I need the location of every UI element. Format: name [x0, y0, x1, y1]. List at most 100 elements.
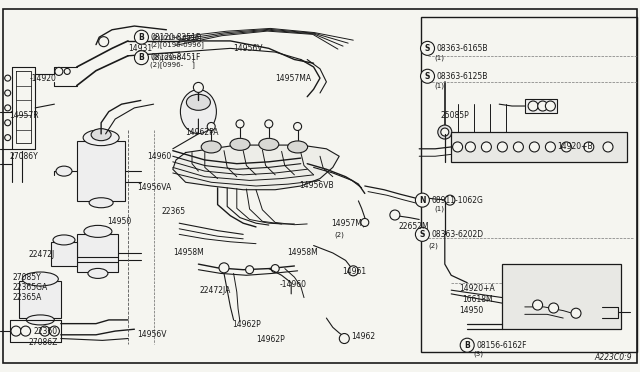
- Text: 14931: 14931: [128, 44, 152, 53]
- Ellipse shape: [83, 129, 119, 146]
- Text: 22652M: 22652M: [398, 222, 429, 231]
- Polygon shape: [173, 145, 339, 190]
- Text: 08120-8451F: 08120-8451F: [150, 53, 201, 62]
- Text: 16618M: 16618M: [462, 295, 493, 304]
- Circle shape: [4, 75, 11, 81]
- Text: 14956V: 14956V: [138, 330, 167, 339]
- Ellipse shape: [180, 90, 216, 134]
- Circle shape: [49, 326, 60, 336]
- Text: 14962P: 14962P: [232, 320, 261, 329]
- Text: 14958M: 14958M: [287, 248, 317, 257]
- Bar: [77, 141, 125, 201]
- Ellipse shape: [84, 225, 112, 237]
- Circle shape: [64, 68, 70, 74]
- Text: 27086Y: 27086Y: [10, 152, 38, 161]
- Text: S: S: [425, 44, 430, 53]
- Text: B: B: [139, 53, 144, 62]
- Text: 08363-6125B: 08363-6125B: [436, 72, 488, 81]
- Text: (1): (1): [435, 82, 445, 89]
- Ellipse shape: [22, 272, 58, 286]
- Text: 22360: 22360: [34, 327, 58, 336]
- Text: 14957M: 14957M: [332, 219, 362, 228]
- Circle shape: [452, 142, 463, 152]
- Circle shape: [460, 338, 474, 352]
- Circle shape: [4, 105, 11, 111]
- Ellipse shape: [53, 235, 75, 245]
- Text: 14962P: 14962P: [256, 335, 285, 344]
- Ellipse shape: [56, 166, 72, 176]
- Text: 14920+A: 14920+A: [460, 284, 495, 293]
- Text: B: B: [139, 33, 144, 42]
- Circle shape: [532, 300, 543, 310]
- Ellipse shape: [89, 198, 113, 208]
- Ellipse shape: [91, 129, 111, 141]
- Circle shape: [438, 125, 452, 139]
- Text: A223C0:9: A223C0:9: [595, 353, 632, 362]
- Circle shape: [11, 326, 21, 336]
- Text: -14960: -14960: [280, 280, 307, 289]
- Text: 25085P: 25085P: [440, 111, 469, 120]
- Text: 14950: 14950: [108, 217, 132, 226]
- Bar: [525, 99, 557, 113]
- Circle shape: [339, 334, 349, 343]
- Text: 27086Z: 27086Z: [29, 339, 58, 347]
- Bar: [451, 132, 627, 162]
- Text: 14962: 14962: [351, 332, 375, 341]
- Circle shape: [420, 41, 435, 55]
- Circle shape: [40, 326, 50, 336]
- Ellipse shape: [88, 269, 108, 278]
- Text: 14960: 14960: [147, 152, 172, 161]
- Circle shape: [603, 142, 613, 152]
- Bar: [421, 17, 637, 352]
- Text: 14958M: 14958M: [173, 248, 204, 257]
- Circle shape: [236, 120, 244, 128]
- Text: (2): (2): [429, 242, 438, 249]
- Text: (2)[0996-    ]: (2)[0996- ]: [150, 61, 195, 68]
- Text: 22365: 22365: [162, 207, 186, 216]
- Text: 14957R: 14957R: [10, 111, 39, 120]
- Circle shape: [207, 122, 215, 131]
- Text: S: S: [420, 230, 425, 239]
- Bar: [502, 264, 621, 329]
- Text: 08156-6162F: 08156-6162F: [476, 341, 527, 350]
- Circle shape: [584, 142, 594, 152]
- Circle shape: [134, 30, 148, 44]
- Text: 22472J: 22472J: [29, 250, 55, 259]
- Bar: [77, 234, 118, 272]
- Text: -14920: -14920: [29, 74, 56, 83]
- Circle shape: [348, 266, 358, 276]
- Ellipse shape: [201, 141, 221, 153]
- Circle shape: [571, 308, 581, 318]
- Text: 14956V: 14956V: [234, 44, 263, 53]
- Circle shape: [99, 37, 109, 46]
- Circle shape: [529, 142, 540, 152]
- Text: 27085Y: 27085Y: [13, 273, 42, 282]
- Circle shape: [390, 210, 400, 220]
- Ellipse shape: [186, 94, 211, 110]
- Circle shape: [420, 69, 435, 83]
- Circle shape: [246, 266, 253, 274]
- Text: 14950: 14950: [460, 306, 484, 315]
- Text: 22472JA: 22472JA: [200, 286, 231, 295]
- Circle shape: [415, 227, 429, 241]
- Circle shape: [441, 128, 449, 136]
- Text: (1): (1): [434, 205, 444, 212]
- Circle shape: [55, 67, 63, 76]
- Circle shape: [545, 101, 556, 111]
- Circle shape: [561, 142, 572, 152]
- Text: 14962PA: 14962PA: [186, 128, 219, 137]
- Text: 22365GA: 22365GA: [13, 283, 48, 292]
- Text: S: S: [425, 72, 430, 81]
- Text: 14956VA: 14956VA: [138, 183, 172, 192]
- Text: (2)[0996-    ]: (2)[0996- ]: [152, 54, 194, 61]
- Circle shape: [294, 122, 301, 131]
- Bar: [19, 281, 61, 318]
- Circle shape: [481, 142, 492, 152]
- Ellipse shape: [259, 138, 279, 150]
- Text: 14956VB: 14956VB: [299, 182, 333, 190]
- Text: 08363-6165B: 08363-6165B: [436, 44, 488, 53]
- Text: 14957MA: 14957MA: [275, 74, 311, 83]
- Circle shape: [219, 263, 229, 273]
- Text: N: N: [419, 196, 426, 205]
- Circle shape: [545, 142, 556, 152]
